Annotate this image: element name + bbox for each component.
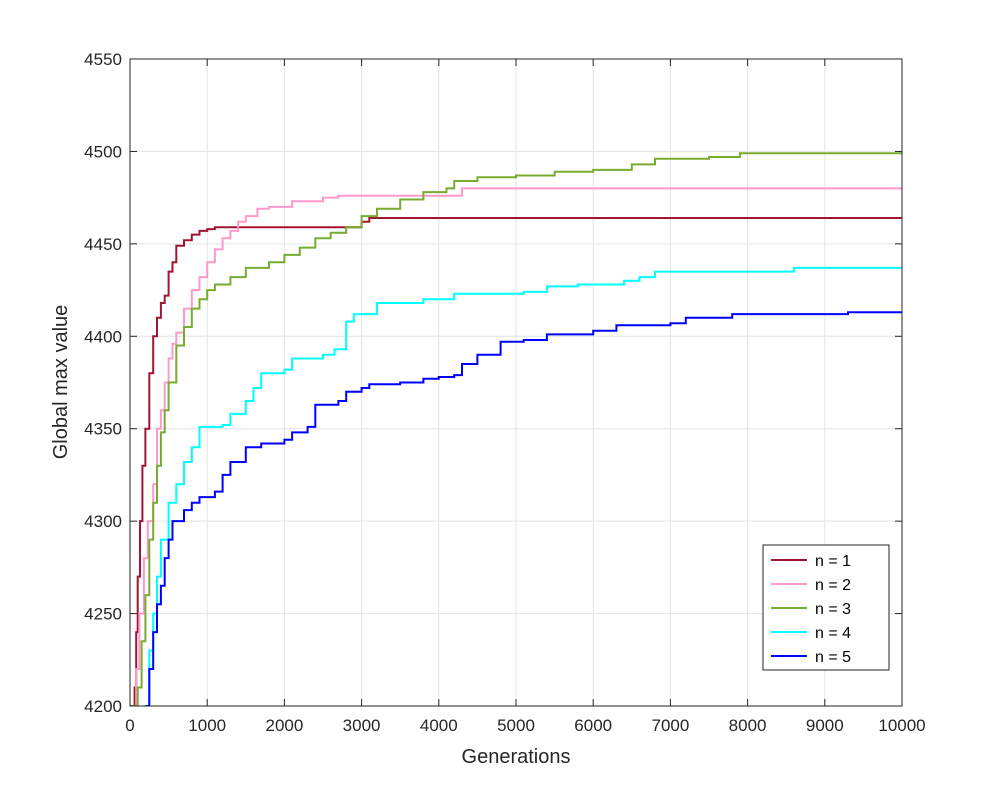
y-tick-label: 4200 — [84, 697, 122, 716]
y-tick-label: 4400 — [84, 327, 122, 346]
x-tick-label: 0 — [125, 716, 134, 735]
legend: n = 1 n = 2 n = 3 n = 4 n = 5 — [762, 544, 890, 671]
x-axis-label: Generations — [462, 746, 571, 768]
y-axis-label: Global max value — [50, 305, 72, 460]
y-tick-label: 4250 — [84, 605, 122, 624]
legend-label-4: n = 4 — [815, 625, 851, 642]
y-tick-label: 4350 — [84, 420, 122, 439]
x-tick-label: 1000 — [188, 716, 226, 735]
legend-label-3: n = 3 — [815, 601, 851, 618]
series-line-1 — [130, 217, 902, 706]
x-tick-label: 6000 — [574, 716, 612, 735]
y-tick-label: 4550 — [84, 50, 122, 69]
grid — [130, 59, 902, 706]
legend-label-2: n = 2 — [815, 577, 851, 594]
legend-label-5: n = 5 — [815, 649, 851, 666]
x-tick-label: 9000 — [806, 716, 844, 735]
y-tick-label: 4450 — [84, 235, 122, 254]
series-line-3 — [130, 151, 902, 706]
series-lines — [130, 151, 902, 706]
series-line-4 — [144, 266, 902, 706]
legend-label-1: n = 1 — [815, 553, 851, 570]
y-tick-label: 4500 — [84, 142, 122, 161]
x-tick-label: 2000 — [265, 716, 303, 735]
x-tick-label: 8000 — [729, 716, 767, 735]
series-line-5 — [146, 311, 902, 706]
axis-ticks: 0 1000 2000 3000 4000 5000 6000 7000 8000 9000 100… — [84, 50, 925, 735]
y-tick-label: 4300 — [84, 512, 122, 531]
x-tick-label: 7000 — [651, 716, 689, 735]
x-tick-label: 10000 — [878, 716, 925, 735]
x-tick-label: 3000 — [343, 716, 381, 735]
x-tick-label: 4000 — [420, 716, 458, 735]
x-tick-label: 5000 — [497, 716, 535, 735]
